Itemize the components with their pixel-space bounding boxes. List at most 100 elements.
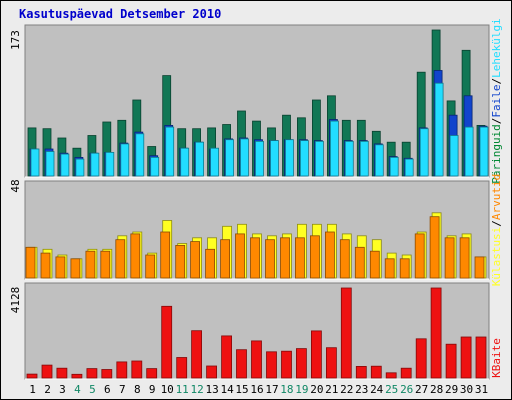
bar-top-lehekülgi-14: [225, 139, 235, 177]
bar-top-lehekülgi-31: [479, 126, 489, 177]
bar-middle-külastusi-18: [280, 237, 290, 279]
bar-bottom-kbaite-10: [161, 305, 173, 379]
day-label-30: 30: [460, 383, 473, 396]
day-label-20: 20: [310, 383, 323, 396]
bar-bottom-kbaite-8: [131, 360, 143, 379]
bar-middle-külastusi-30: [459, 237, 470, 279]
bar-top-lehekülgi-28: [434, 82, 444, 177]
bar-middle-külastusi-28: [429, 216, 440, 279]
bar-bottom-kbaite-2: [41, 364, 53, 379]
bar-bottom-kbaite-24: [370, 365, 382, 379]
bar-middle-külastusi-3: [55, 256, 66, 279]
bar-bottom-kbaite-16: [251, 340, 262, 379]
bar-middle-külastusi-1: [25, 246, 36, 279]
day-label-10: 10: [161, 383, 174, 396]
bar-top-lehekülgi-16: [255, 140, 264, 177]
day-label-26: 26: [400, 383, 413, 396]
day-label-25: 25: [385, 383, 398, 396]
day-label-29: 29: [445, 383, 458, 396]
bar-bottom-kbaite-29: [445, 343, 457, 379]
legend-bottom-part-0: KBaite: [490, 338, 503, 378]
day-label-8: 8: [134, 383, 141, 396]
bar-top-lehekülgi-24: [374, 144, 384, 177]
day-label-2: 2: [44, 383, 51, 396]
day-label-14: 14: [220, 383, 234, 396]
bar-middle-külastusi-10: [160, 231, 171, 279]
day-label-15: 15: [235, 383, 248, 396]
legend-middle-part-1: /: [490, 220, 503, 227]
bar-middle-külastusi-2: [40, 252, 51, 279]
bar-top-lehekülgi-22: [344, 140, 354, 177]
day-label-22: 22: [340, 383, 353, 396]
bar-top-lehekülgi-21: [329, 120, 339, 177]
bar-top-lehekülgi-6: [105, 151, 115, 177]
day-label-24: 24: [370, 383, 384, 396]
bar-top-lehekülgi-25: [389, 156, 399, 177]
bar-bottom-kbaite-4: [71, 373, 83, 379]
day-label-9: 9: [149, 383, 156, 396]
bar-bottom-kbaite-27: [415, 338, 427, 379]
bar-middle-külastusi-4: [70, 258, 81, 279]
day-label-28: 28: [430, 383, 443, 396]
bar-top-lehekülgi-19: [299, 140, 309, 177]
bar-middle-külastusi-6: [100, 250, 111, 279]
bar-top-lehekülgi-27: [419, 128, 429, 177]
bar-middle-külastusi-19: [294, 237, 305, 279]
bar-top-lehekülgi-20: [314, 140, 324, 177]
bar-middle-külastusi-26: [399, 258, 410, 279]
bar-bottom-kbaite-14: [221, 335, 233, 379]
bar-top-lehekülgi-12: [195, 141, 205, 177]
bar-bottom-kbaite-22: [340, 287, 352, 379]
day-label-3: 3: [59, 383, 66, 396]
bar-middle-külastusi-22: [339, 239, 350, 279]
bar-middle-külastusi-25: [384, 258, 395, 279]
bar-top-lehekülgi-13: [210, 147, 220, 177]
bar-bottom-kbaite-23: [355, 365, 367, 379]
bar-bottom-kbaite-30: [460, 336, 472, 379]
bar-middle-külastusi-31: [474, 256, 485, 279]
bar-top-lehekülgi-18: [285, 139, 294, 177]
ymax-label-top: 173: [9, 30, 22, 50]
bar-middle-külastusi-23: [354, 246, 365, 279]
day-label-6: 6: [104, 383, 111, 396]
bar-bottom-kbaite-28: [430, 287, 442, 379]
day-label-27: 27: [415, 383, 428, 396]
day-label-13: 13: [205, 383, 218, 396]
bar-bottom-kbaite-5: [86, 368, 98, 379]
bar-bottom-kbaite-15: [236, 349, 247, 379]
bar-top-lehekülgi-9: [150, 156, 160, 177]
legend-middle-part-2: Arvutid: [490, 174, 503, 220]
bar-bottom-kbaite-20: [310, 330, 322, 379]
legend-middle: Külastusi/Arvutid: [490, 174, 503, 287]
day-label-1: 1: [29, 383, 36, 396]
day-label-5: 5: [89, 383, 96, 396]
legend-top-part-3: /: [490, 78, 503, 85]
day-label-18: 18: [280, 383, 293, 396]
bar-middle-külastusi-27: [414, 233, 425, 279]
bar-bottom-kbaite-18: [281, 350, 292, 379]
bar-bottom-kbaite-12: [191, 330, 203, 379]
bar-top-lehekülgi-8: [135, 133, 145, 177]
legend-top-part-4: Lehekülgi: [490, 18, 503, 78]
bar-middle-külastusi-29: [444, 237, 455, 279]
day-label-4: 4: [74, 383, 81, 396]
legend-middle-part-0: Külastusi: [490, 227, 503, 287]
bar-top-lehekülgi-3: [60, 153, 70, 177]
legend-top-part-1: /: [490, 118, 503, 125]
ymax-label-bottom: 4128: [9, 287, 22, 314]
day-label-21: 21: [325, 383, 338, 396]
bar-top-lehekülgi-30: [464, 126, 474, 177]
legend-top-part-2: Faile: [490, 84, 503, 117]
bar-bottom-kbaite-26: [400, 367, 412, 379]
bar-bottom-kbaite-17: [266, 351, 277, 379]
ymax-label-middle: 48: [9, 179, 22, 192]
bar-middle-külastusi-20: [309, 235, 320, 279]
bar-top-lehekülgi-4: [75, 158, 85, 177]
day-label-11: 11: [176, 383, 189, 396]
bar-top-lehekülgi-11: [180, 147, 190, 177]
day-label-19: 19: [295, 383, 308, 396]
bar-bottom-kbaite-9: [146, 368, 158, 379]
bar-middle-külastusi-8: [130, 233, 141, 279]
day-label-12: 12: [190, 383, 203, 396]
